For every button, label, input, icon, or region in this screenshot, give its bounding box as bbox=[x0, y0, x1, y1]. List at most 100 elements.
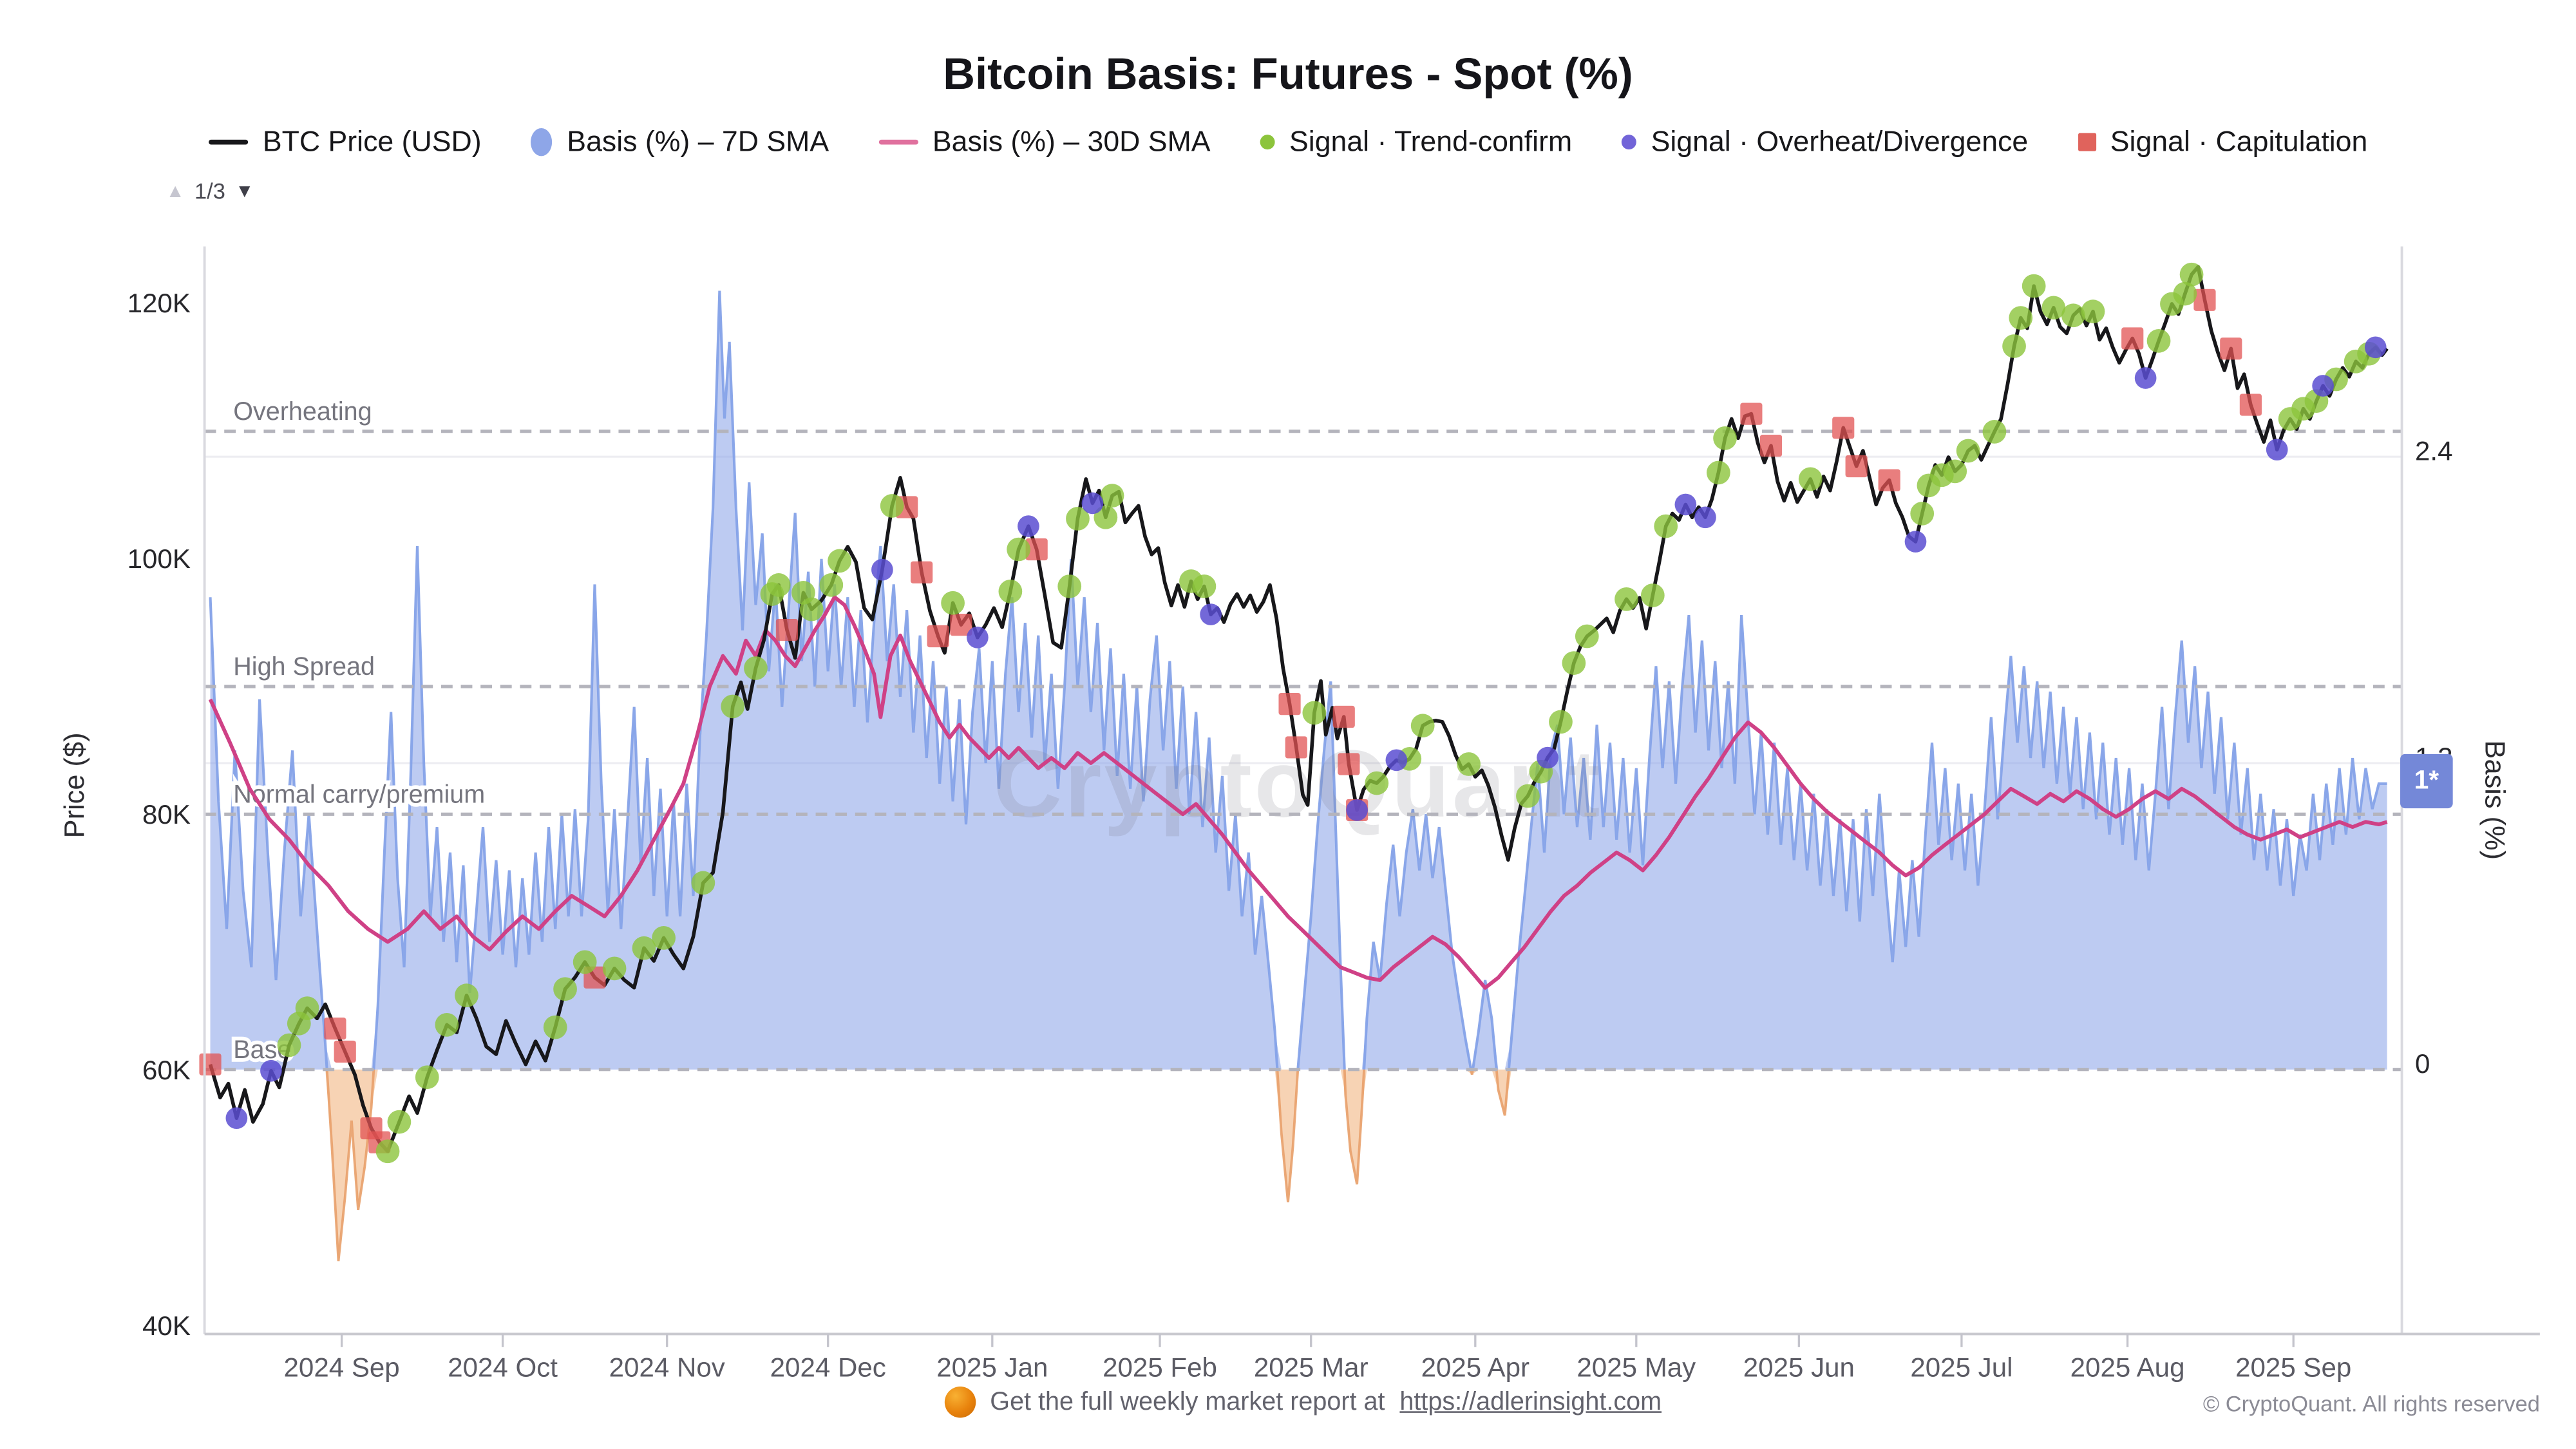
signal-capitulation-marker bbox=[2121, 327, 2144, 350]
signal-capitulation-marker bbox=[324, 1018, 346, 1040]
month-label: 2025 Mar bbox=[1254, 1352, 1368, 1383]
signal-trend-confirm-marker bbox=[1910, 502, 1935, 526]
signal-trend-confirm-marker bbox=[819, 573, 844, 597]
legend-item-4[interactable]: Signal · Overheat/Divergence bbox=[1621, 124, 2029, 160]
signal-trend-confirm-marker bbox=[941, 591, 965, 615]
signal-trend-confirm-marker bbox=[2022, 274, 2046, 298]
legend-swatch-line-icon bbox=[878, 139, 918, 146]
signal-capitulation-marker bbox=[1332, 705, 1355, 728]
signal-trend-confirm-marker bbox=[2146, 328, 2171, 353]
footer-text: Get the full weekly market report at bbox=[990, 1387, 1385, 1416]
signal-capitulation-marker bbox=[1740, 402, 1763, 425]
legend-label: Basis (%) – 30D SMA bbox=[932, 124, 1211, 158]
signal-capitulation-marker bbox=[775, 618, 799, 641]
month-label: 2024 Nov bbox=[609, 1352, 725, 1383]
signal-trend-confirm-marker bbox=[1057, 574, 1082, 598]
signal-overheat-divergence-marker bbox=[1537, 746, 1558, 769]
legend-item-0[interactable]: BTC Price (USD) bbox=[208, 124, 482, 160]
signal-trend-confirm-marker bbox=[880, 494, 904, 518]
signal-trend-confirm-marker bbox=[1094, 505, 1118, 529]
signal-capitulation-marker bbox=[334, 1040, 356, 1063]
signal-trend-confirm-marker bbox=[415, 1065, 439, 1090]
signal-capitulation-marker bbox=[950, 614, 972, 636]
signal-capitulation-marker bbox=[1285, 736, 1307, 759]
basis-7d-negative-area bbox=[210, 1069, 2387, 1262]
signal-trend-confirm-marker bbox=[553, 977, 577, 1001]
month-label: 2025 Jun bbox=[1743, 1352, 1855, 1383]
signal-trend-confirm-marker bbox=[2041, 296, 2066, 320]
signal-overheat-divergence-marker bbox=[967, 626, 989, 649]
signal-trend-confirm-marker bbox=[1640, 583, 1665, 607]
signal-trend-confirm-marker bbox=[652, 926, 676, 950]
signal-trend-confirm-marker bbox=[632, 936, 656, 960]
signal-trend-confirm-marker bbox=[1956, 439, 1980, 463]
legend-item-2[interactable]: Basis (%) – 30D SMA bbox=[878, 125, 1211, 160]
signal-overheat-divergence-marker bbox=[2312, 375, 2334, 397]
price-tick-label: 100K bbox=[128, 544, 191, 574]
signal-trend-confirm-marker bbox=[1549, 710, 1573, 734]
signal-trend-confirm-marker bbox=[387, 1110, 412, 1134]
signal-trend-confirm-marker bbox=[1516, 784, 1540, 808]
signal-trend-confirm-marker bbox=[1192, 574, 1217, 598]
legend-label: Signal · Overheat/Divergence bbox=[1651, 124, 2029, 158]
legend-label: BTC Price (USD) bbox=[262, 124, 482, 158]
signal-trend-confirm-marker bbox=[1615, 587, 1638, 611]
month-label: 2025 Sep bbox=[2235, 1352, 2351, 1383]
legend-swatch-dot-icon bbox=[1621, 135, 1636, 150]
threshold-label-1: High Spread bbox=[233, 652, 375, 681]
footer-link[interactable]: https://adlerinsight.com bbox=[1399, 1387, 1662, 1416]
month-label: 2024 Dec bbox=[770, 1352, 886, 1383]
signal-overheat-divergence-marker bbox=[871, 558, 893, 581]
legend-item-1[interactable]: Basis (%) – 7D SMA bbox=[531, 125, 829, 160]
signal-trend-confirm-marker bbox=[1302, 701, 1327, 725]
pager-down-icon[interactable]: ▼ bbox=[235, 181, 254, 202]
legend-item-3[interactable]: Signal · Trend-confirm bbox=[1260, 125, 1572, 160]
signal-overheat-divergence-marker bbox=[225, 1107, 248, 1130]
month-label: 2024 Sep bbox=[284, 1352, 400, 1383]
threshold-label-2: Normal carry/premium bbox=[233, 780, 485, 808]
signal-capitulation-marker bbox=[1832, 417, 1855, 439]
signal-overheat-divergence-marker bbox=[1018, 515, 1039, 537]
legend-item-5[interactable]: Signal · Capitulation bbox=[2077, 124, 2368, 160]
signal-overheat-divergence-marker bbox=[2134, 367, 2157, 389]
month-label: 2025 May bbox=[1577, 1352, 1696, 1383]
signal-trend-confirm-marker bbox=[1365, 771, 1389, 795]
signal-trend-confirm-marker bbox=[691, 871, 715, 895]
month-label: 2025 Apr bbox=[1421, 1352, 1530, 1383]
month-label: 2025 Aug bbox=[2070, 1352, 2185, 1383]
signal-trend-confirm-marker bbox=[828, 549, 851, 573]
pager-up-icon[interactable]: ▲ bbox=[166, 181, 185, 202]
signal-capitulation-marker bbox=[927, 625, 949, 648]
signal-overheat-divergence-marker bbox=[1674, 493, 1697, 516]
last-value-badge: 1* bbox=[2400, 753, 2453, 809]
signal-trend-confirm-marker bbox=[295, 996, 319, 1020]
signal-capitulation-marker bbox=[2239, 393, 2262, 416]
legend-label: Signal · Trend-confirm bbox=[1289, 124, 1573, 158]
signal-trend-confirm-marker bbox=[2081, 299, 2105, 324]
signal-trend-confirm-marker bbox=[573, 950, 597, 974]
signal-trend-confirm-marker bbox=[1575, 624, 1599, 649]
legend-swatch-dot-icon bbox=[1260, 135, 1275, 150]
signal-overheat-divergence-marker bbox=[260, 1059, 282, 1082]
price-tick-label: 40K bbox=[142, 1311, 191, 1341]
signal-capitulation-marker bbox=[1759, 435, 1783, 457]
signal-trend-confirm-marker bbox=[721, 694, 745, 719]
signal-trend-confirm-marker bbox=[1943, 459, 1967, 484]
signal-capitulation-marker bbox=[1878, 469, 1900, 491]
signal-trend-confirm-marker bbox=[543, 1015, 567, 1039]
basis-tick-label: 0 bbox=[2415, 1048, 2430, 1079]
legend: BTC Price (USD) Basis (%) – 7D SMA Basis (… bbox=[0, 125, 2576, 160]
basis-tick-label: 2.4 bbox=[2415, 435, 2453, 466]
signal-trend-confirm-marker bbox=[1654, 514, 1678, 538]
chart-title: Bitcoin Basis: Futures - Spot (%) bbox=[943, 49, 1633, 99]
legend-label: Signal · Capitulation bbox=[2110, 124, 2368, 158]
month-label: 2024 Oct bbox=[448, 1352, 558, 1383]
signal-trend-confirm-marker bbox=[455, 983, 478, 1008]
signal-trend-confirm-marker bbox=[766, 573, 791, 597]
signal-trend-confirm-marker bbox=[1066, 506, 1090, 531]
month-label: 2025 Jan bbox=[936, 1352, 1048, 1383]
signal-trend-confirm-marker bbox=[2009, 306, 2033, 330]
signal-trend-confirm-marker bbox=[1562, 651, 1586, 675]
copyright-text: © CryptoQuant. All rights reserved bbox=[2202, 1391, 2540, 1416]
